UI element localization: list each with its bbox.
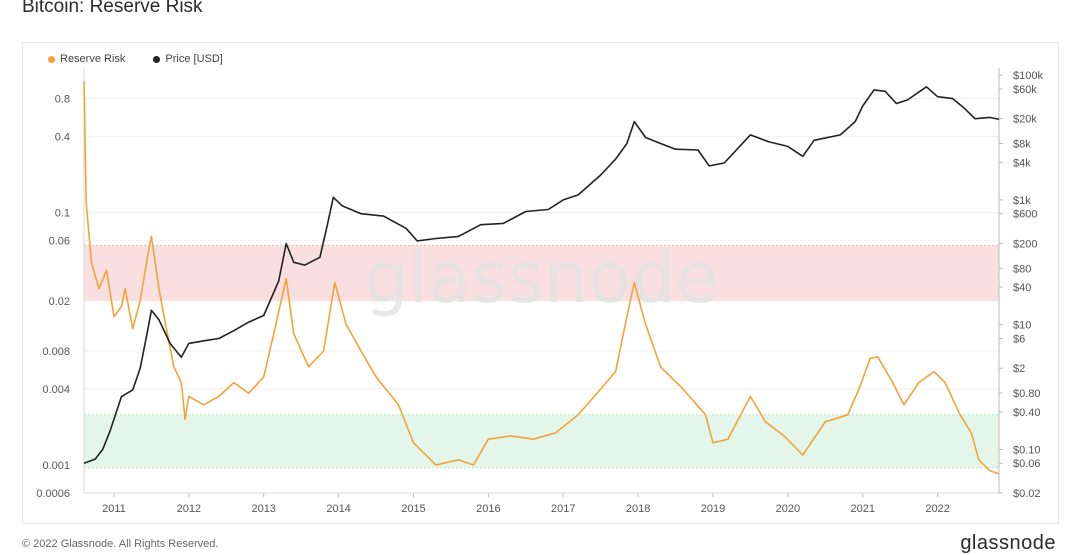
- x-tick-label: 2012: [177, 503, 201, 515]
- x-tick-label: 2014: [326, 503, 350, 515]
- right-tick-label: $6: [1013, 333, 1025, 345]
- x-tick-label: 2022: [925, 503, 949, 515]
- right-tick-label: $20k: [1013, 114, 1037, 126]
- legend-item-price[interactable]: Price [USD]: [153, 53, 223, 65]
- left-tick-label: 0.4: [55, 132, 70, 144]
- reserve-risk-line: [83, 81, 1000, 475]
- right-tick-label: $100k: [1013, 70, 1043, 82]
- page-title: Bitcoin: Reserve Risk: [22, 0, 203, 17]
- legend-item-reserve-risk[interactable]: Reserve Risk: [48, 53, 125, 65]
- x-tick-label: 2019: [701, 503, 725, 515]
- left-tick-label: 0.06: [49, 236, 70, 248]
- right-tick-label: $600: [1013, 209, 1037, 221]
- right-tick-label: $4k: [1013, 157, 1031, 169]
- left-tick-label: 0.004: [42, 384, 70, 396]
- brand-logo: glassnode: [960, 532, 1056, 554]
- legend-label-reserve-risk: Reserve Risk: [60, 53, 126, 65]
- left-tick-label: 0.1: [55, 208, 70, 220]
- x-tick-label: 2016: [476, 503, 500, 515]
- right-tick-label: $8k: [1013, 139, 1031, 151]
- right-tick-label: $2: [1013, 363, 1025, 375]
- copyright-text: © 2022 Glassnode. All Rights Reserved.: [22, 538, 219, 550]
- x-tick-label: 2011: [102, 503, 126, 515]
- x-tick-label: 2021: [850, 503, 874, 515]
- left-tick-label: 0.02: [49, 296, 70, 308]
- right-tick-label: $0.06: [1013, 458, 1041, 470]
- right-tick-label: $0.02: [1013, 488, 1041, 500]
- right-tick-label: $0.10: [1013, 444, 1041, 456]
- x-tick-label: 2017: [551, 503, 575, 515]
- chart-legend: Reserve Risk Price [USD]: [48, 53, 223, 65]
- right-tick-label: $10: [1013, 320, 1031, 332]
- left-tick-label: 0.8: [55, 94, 70, 106]
- red-zone-band: [84, 245, 999, 301]
- x-tick-label: 2013: [251, 503, 275, 515]
- left-tick-label: 0.0006: [36, 488, 70, 500]
- right-tick-label: $0.80: [1013, 388, 1041, 400]
- left-tick-label: 0.001: [42, 460, 70, 472]
- left-tick-label: 0.008: [42, 346, 70, 358]
- price-line: [83, 86, 1000, 464]
- watermark-text: glassnode: [364, 237, 718, 319]
- right-tick-label: $40: [1013, 282, 1031, 294]
- x-tick-label: 2020: [776, 503, 800, 515]
- right-tick-label: $200: [1013, 238, 1037, 250]
- right-tick-label: $0.40: [1013, 407, 1041, 419]
- legend-label-price: Price [USD]: [165, 53, 223, 65]
- x-tick-label: 2015: [401, 503, 425, 515]
- right-tick-label: $60k: [1013, 84, 1037, 96]
- right-tick-label: $80: [1013, 263, 1031, 275]
- price-dot-icon: [153, 55, 161, 63]
- green-zone-band: [84, 414, 999, 468]
- right-tick-label: $1k: [1013, 195, 1031, 207]
- x-tick-label: 2018: [626, 503, 650, 515]
- reserve-risk-dot-icon: [48, 55, 55, 63]
